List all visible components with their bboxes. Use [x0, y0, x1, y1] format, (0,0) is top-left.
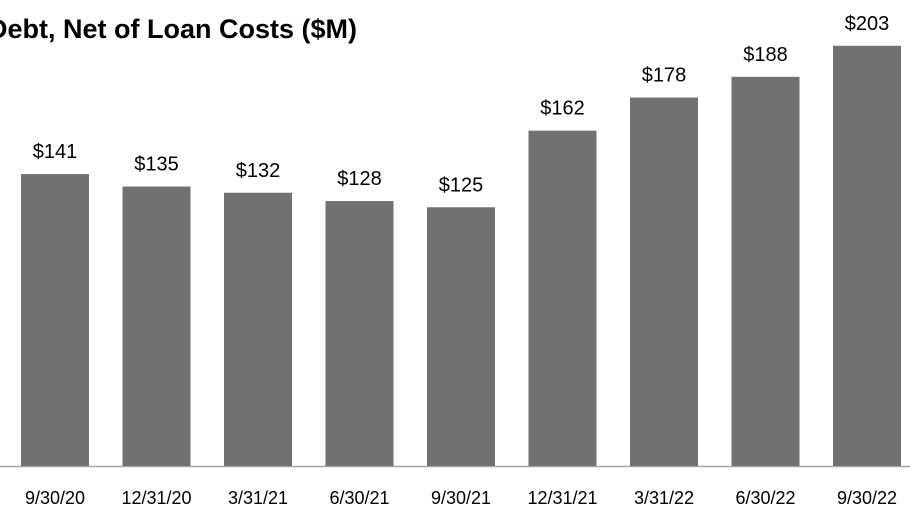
value-label: $203 [845, 13, 890, 35]
x-tick-label: 6/30/21 [329, 488, 389, 508]
bar [122, 186, 191, 467]
value-label: $162 [540, 98, 585, 120]
value-label: $132 [236, 160, 281, 182]
x-tick-label: 9/30/22 [837, 488, 897, 508]
value-label: $178 [642, 65, 687, 87]
x-tick-label: 9/30/20 [25, 488, 85, 508]
value-label: $128 [337, 168, 382, 190]
value-label: $188 [743, 44, 788, 66]
x-tick-label: 12/31/20 [121, 488, 191, 508]
x-tick-label: 12/31/21 [527, 488, 597, 508]
value-label: $135 [134, 154, 179, 176]
bar [325, 201, 394, 467]
value-label: $141 [33, 141, 78, 163]
chart-title: Debt, Net of Loan Costs ($M) [0, 14, 357, 44]
x-tick-label: 3/31/21 [228, 488, 288, 508]
bar [21, 174, 89, 466]
bar [528, 130, 597, 466]
bar [224, 192, 292, 466]
x-tick-label: 3/31/22 [634, 488, 694, 508]
bar [427, 207, 495, 466]
bar [833, 45, 901, 466]
bar [731, 76, 800, 466]
bar [630, 97, 698, 466]
x-tick-label: 9/30/21 [431, 488, 491, 508]
value-label: $125 [439, 174, 484, 196]
x-tick-label: 6/30/22 [735, 488, 795, 508]
